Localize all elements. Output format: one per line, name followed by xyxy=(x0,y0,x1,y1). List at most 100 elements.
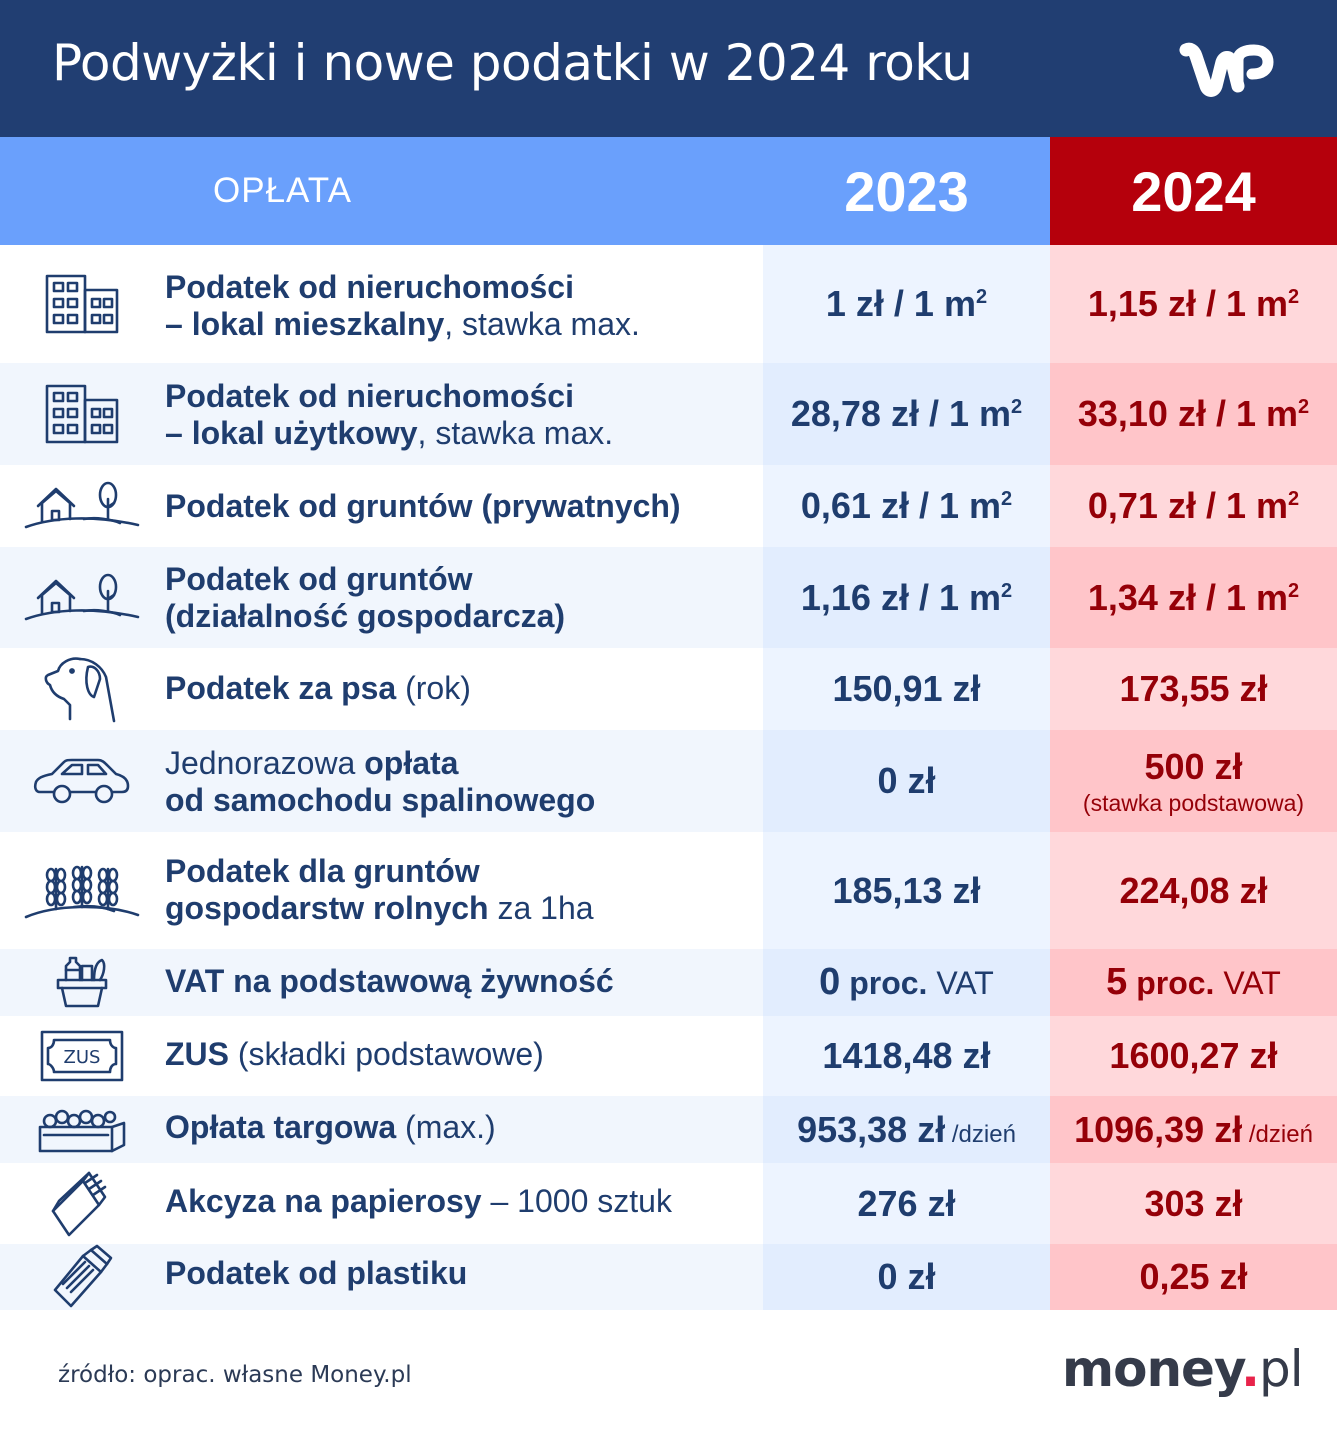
value-2024: 1096,39 zł /dzień xyxy=(1050,1096,1337,1163)
row-label-line1: VAT na podstawową żywność xyxy=(165,963,614,999)
source-note: źródło: oprac. własne Money.pl xyxy=(58,1362,412,1388)
page-title: Podwyżki i nowe podatki w 2024 roku xyxy=(52,34,973,92)
table-row: Podatek od gruntów (działalność gospodar… xyxy=(0,547,1337,648)
superscript: 2 xyxy=(1000,579,1013,602)
value-2023: 0 zł xyxy=(763,730,1050,832)
wheat-field-icon xyxy=(22,851,142,931)
column-header-2023: 2023 xyxy=(844,159,969,223)
house-and-tree-icon xyxy=(22,558,142,638)
apartment-buildings-icon xyxy=(22,264,142,344)
cigarette-pack-icon xyxy=(22,1164,142,1244)
row-label-line2-normal: za 1ha xyxy=(488,890,594,926)
row-label-bold: ZUS xyxy=(165,1036,229,1072)
row-label-bold: opłata xyxy=(364,745,459,781)
value-2023: 1 zł / 1 m2 xyxy=(763,245,1050,363)
value-2023: 185,13 zł xyxy=(763,832,1050,949)
row-label-line1: Podatek od nieruchomości xyxy=(165,378,574,414)
value-2023-text: 0,61 zł / 1 m xyxy=(800,485,1001,526)
value-2024-text: 1,15 zł / 1 m xyxy=(1087,283,1288,324)
table-row: Akcyza na papierosy – 1000 sztuk 276 zł … xyxy=(0,1163,1337,1244)
table-row: Opłata targowa (max.) 953,38 zł /dzień 1… xyxy=(0,1096,1337,1163)
car-icon xyxy=(22,741,142,821)
superscript: 2 xyxy=(1298,396,1310,418)
dog-head-icon xyxy=(22,649,142,729)
value-2023-number: 0 xyxy=(819,961,841,1003)
value-2024-text: 500 zł xyxy=(1144,745,1243,787)
value-2023-text: 953,38 zł xyxy=(797,1108,946,1150)
row-label-line2: od samochodu spalinowego xyxy=(165,782,596,818)
value-2023: 953,38 zł /dzień xyxy=(763,1096,1050,1163)
value-2024: 33,10 zł / 1 m2 xyxy=(1050,363,1337,465)
value-2023: 276 zł xyxy=(763,1163,1050,1244)
table-row: VAT na podstawową żywność 0 proc. VAT 5 … xyxy=(0,949,1337,1016)
value-2024-text: 33,10 zł / 1 m xyxy=(1077,393,1298,434)
value-2023-unit: proc. xyxy=(840,965,928,1001)
row-label-normal: – 1000 sztuk xyxy=(481,1183,672,1219)
value-2024-suffix: /dzień xyxy=(1242,1120,1313,1148)
apartment-buildings-icon xyxy=(22,374,142,454)
value-2023-text: 1 zł / 1 m xyxy=(825,283,976,324)
value-2023: 28,78 zł / 1 m2 xyxy=(763,363,1050,465)
column-header-bar: OPŁATA 2023 xyxy=(0,137,1050,245)
value-2023-suffix: /dzień xyxy=(945,1120,1016,1148)
value-2024-unit: proc. xyxy=(1127,965,1215,1001)
value-2024: 0,71 zł / 1 m2 xyxy=(1050,465,1337,547)
row-label-line1: Podatek od plastiku xyxy=(165,1255,468,1291)
row-label-line2-bold: gospodarstw rolnych xyxy=(165,890,489,926)
table-row: Podatek od nieruchomości – lokal użytkow… xyxy=(0,363,1337,465)
row-label-line2-bold: – lokal użytkowy xyxy=(165,415,418,451)
house-and-tree-icon xyxy=(22,466,142,546)
wp-logo-icon xyxy=(1179,42,1274,97)
superscript: 2 xyxy=(1287,286,1300,308)
value-2024: 5 proc. VAT xyxy=(1050,949,1337,1016)
value-2023: 1418,48 zł xyxy=(763,1016,1050,1096)
header-bar: Podwyżki i nowe podatki w 2024 roku xyxy=(0,0,1337,137)
logo-word: money xyxy=(1062,1340,1242,1398)
superscript: 2 xyxy=(1000,488,1013,510)
value-2024: 1,15 zł / 1 m2 xyxy=(1050,245,1337,363)
superscript: 2 xyxy=(975,286,988,308)
value-2024: 500 zł (stawka podstawowa) xyxy=(1050,730,1337,832)
row-label-line1: Podatek od nieruchomości xyxy=(165,269,574,305)
value-2024-text: 1,34 zł / 1 m xyxy=(1087,576,1288,618)
grocery-basket-icon xyxy=(22,943,142,1023)
row-label-line1: Podatek od gruntów xyxy=(165,561,473,597)
column-header-2024: 2024 xyxy=(1050,137,1337,245)
value-2023: 1,16 zł / 1 m2 xyxy=(763,547,1050,648)
superscript: 2 xyxy=(1287,579,1300,602)
value-2024: 173,55 zł xyxy=(1050,648,1337,730)
value-2024: 0,25 zł xyxy=(1050,1244,1337,1310)
table-row: Jednorazowa opłata od samochodu spalinow… xyxy=(0,730,1337,832)
row-label-bold: Akcyza na papierosy xyxy=(165,1183,482,1219)
row-label-normal: (składki podstawowe) xyxy=(229,1036,544,1072)
column-header-fee: OPŁATA xyxy=(213,171,352,210)
plastic-bottle-icon xyxy=(22,1236,142,1316)
table-row: Podatek od nieruchomości – lokal mieszka… xyxy=(0,245,1337,363)
value-2024: 1600,27 zł xyxy=(1050,1016,1337,1096)
value-2024-suffix: VAT xyxy=(1214,965,1281,1001)
logo-tld: pl xyxy=(1258,1340,1304,1398)
row-label-bold: Podatek za psa xyxy=(165,670,397,706)
svg-text:ZUS: ZUS xyxy=(64,1047,101,1068)
market-produce-crate-icon xyxy=(22,1090,142,1170)
table-row: Podatek dla gruntów gospodarstw rolnych … xyxy=(0,832,1337,949)
table-row: ZUS ZUS (składki podstawowe) 1418,48 zł … xyxy=(0,1016,1337,1096)
row-label-line2-bold: – lokal mieszkalny xyxy=(165,306,445,342)
value-2024: 1,34 zł / 1 m2 xyxy=(1050,547,1337,648)
superscript: 2 xyxy=(1011,396,1023,418)
row-label-normal: (max.) xyxy=(396,1109,496,1145)
value-2023-text: 1,16 zł / 1 m xyxy=(800,576,1001,618)
value-2023: 0 zł xyxy=(763,1244,1050,1310)
row-label-normal: (rok) xyxy=(396,670,471,706)
row-label-line1: Podatek od gruntów (prywatnych) xyxy=(165,488,681,524)
row-label-normal: Jednorazowa xyxy=(165,745,365,781)
value-2024-number: 5 xyxy=(1106,961,1128,1003)
row-label-bold: Opłata targowa xyxy=(165,1109,397,1145)
value-2024-note: (stawka podstawowa) xyxy=(1082,789,1305,816)
table-row: Podatek od gruntów (prywatnych) 0,61 zł … xyxy=(0,465,1337,547)
value-2023: 0 proc. VAT xyxy=(763,949,1050,1016)
value-2024: 224,08 zł xyxy=(1050,832,1337,949)
value-2024: 303 zł xyxy=(1050,1163,1337,1244)
value-2023-suffix: VAT xyxy=(927,965,994,1001)
superscript: 2 xyxy=(1287,488,1300,510)
